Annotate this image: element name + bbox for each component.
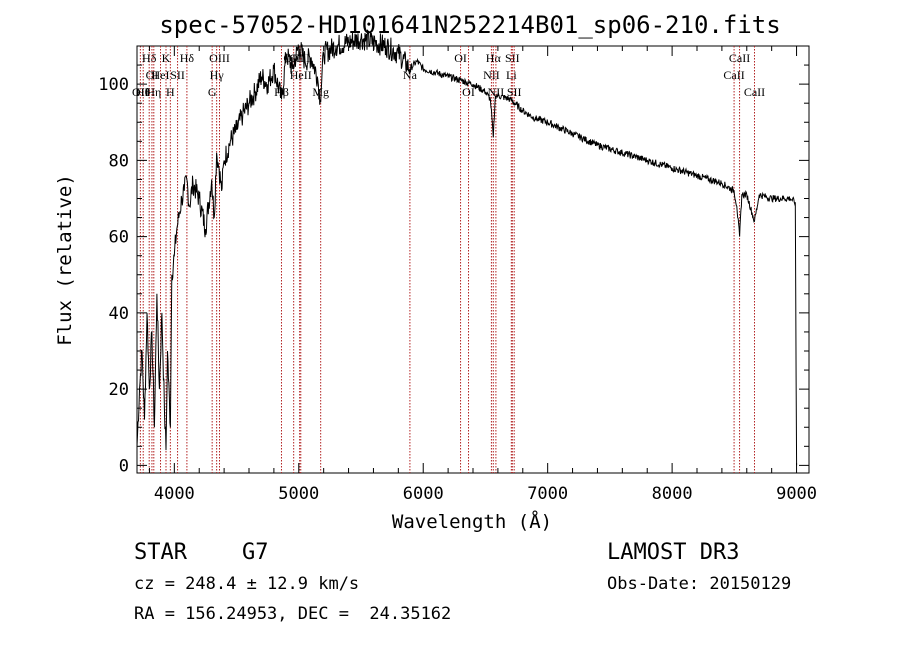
obs-date: Obs-Date: 20150129: [607, 574, 792, 594]
y-tick-label: 100: [98, 75, 129, 95]
spectral-line-label: SII: [505, 51, 520, 65]
coordinates: RA = 156.24953, DEC = 24.35162: [134, 604, 452, 624]
plot-frame: [136, 45, 810, 474]
spectral-line-label: Hδ: [180, 51, 195, 65]
spectral-line-label: HeI: [152, 68, 170, 82]
spectral-line-label: OI: [146, 68, 159, 82]
x-tick-label: 4000: [154, 484, 195, 504]
x-tick-label: 9000: [776, 484, 817, 504]
chart-title: spec-57052-HD101641N252214B01_sp06-210.f…: [159, 11, 780, 39]
spectral-line-label: Hγ: [210, 68, 225, 82]
spectral-line-label: CaII: [744, 85, 765, 99]
y-tick-label: 40: [109, 304, 129, 324]
spectral-line-label: K: [162, 51, 171, 65]
x-axis-label: Wavelength (Å): [392, 510, 552, 533]
spectral-line-label: NII: [483, 68, 500, 82]
y-axis-label: Flux (relative): [54, 174, 76, 346]
x-axis-ticks: 4000 5000 6000 7000 8000 9000: [148, 46, 817, 504]
x-tick-label: 6000: [403, 484, 444, 504]
y-axis-ticks: 0 20 40 60 80 100: [98, 45, 809, 476]
spectral-line-label: Hθ: [136, 85, 151, 99]
spectral-line-label: Hδ: [142, 51, 157, 65]
spectral-line-label: OI: [462, 85, 475, 99]
spectral-line-label: OI: [454, 51, 467, 65]
object-class: STAR: [134, 540, 187, 565]
y-tick-label: 0: [119, 456, 129, 476]
object-subclass: G7: [242, 540, 269, 565]
spectral-line-label: SII: [170, 68, 185, 82]
redshift-readout: cz = 248.4 ± 12.9 km/s: [134, 574, 360, 594]
spectral-line-label: G: [208, 85, 217, 99]
y-tick-label: 80: [109, 151, 129, 171]
spectral-line-markers: OIIHθHδOIHηHeIKHSIIHδGHγOIIIHβOIIIOIIIHe…: [132, 46, 765, 473]
spectral-line-label: Hα: [486, 51, 502, 65]
spectral-line-label: SII: [507, 85, 522, 99]
y-tick-label: 60: [109, 228, 129, 248]
spectral-line-label: Hη: [146, 85, 161, 99]
y-tick-label: 20: [109, 380, 129, 400]
spectral-line-label: CaII: [723, 68, 744, 82]
survey-name: LAMOST DR3: [607, 540, 740, 565]
spectral-line-label: NII: [488, 85, 505, 99]
spectral-line-label: CaII: [729, 51, 750, 65]
spectral-line-label: OII: [132, 85, 149, 99]
spectral-line-label: HeII: [290, 68, 312, 82]
spectral-line-label: Li: [506, 68, 517, 82]
x-tick-label: 8000: [652, 484, 693, 504]
spectral-line-label: OIII: [209, 51, 230, 65]
spectral-line-label: H: [166, 85, 175, 99]
x-tick-label: 5000: [278, 484, 319, 504]
x-tick-label: 7000: [527, 484, 568, 504]
spectrum-line: [136, 29, 798, 466]
